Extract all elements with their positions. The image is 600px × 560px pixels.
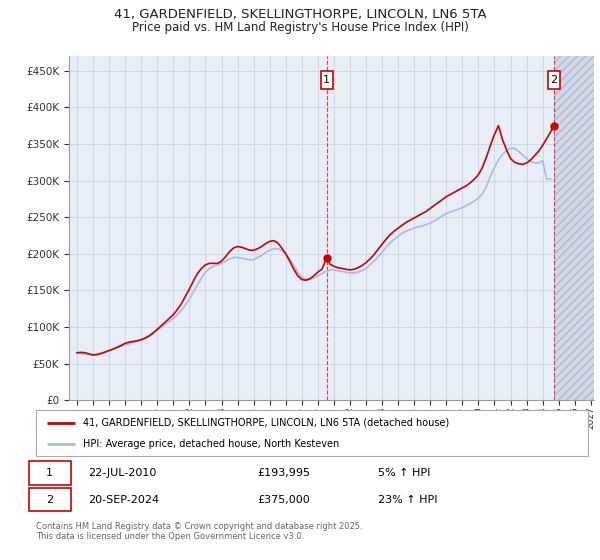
Text: 22-JUL-2010: 22-JUL-2010	[88, 468, 157, 478]
Text: £193,995: £193,995	[257, 468, 310, 478]
FancyBboxPatch shape	[321, 71, 332, 89]
FancyBboxPatch shape	[548, 71, 560, 89]
Text: 20-SEP-2024: 20-SEP-2024	[88, 494, 160, 505]
Text: 1: 1	[46, 468, 53, 478]
Bar	[554, 56, 594, 400]
Text: Price paid vs. HM Land Registry's House Price Index (HPI): Price paid vs. HM Land Registry's House …	[131, 21, 469, 34]
FancyBboxPatch shape	[36, 410, 588, 456]
Text: 5% ↑ HPI: 5% ↑ HPI	[378, 468, 431, 478]
Text: 23% ↑ HPI: 23% ↑ HPI	[378, 494, 438, 505]
Text: £375,000: £375,000	[257, 494, 310, 505]
Text: 2: 2	[551, 75, 558, 85]
Text: HPI: Average price, detached house, North Kesteven: HPI: Average price, detached house, Nort…	[83, 439, 339, 449]
FancyBboxPatch shape	[29, 488, 71, 511]
Text: 41, GARDENFIELD, SKELLINGTHORPE, LINCOLN, LN6 5TA: 41, GARDENFIELD, SKELLINGTHORPE, LINCOLN…	[113, 8, 487, 21]
Text: 41, GARDENFIELD, SKELLINGTHORPE, LINCOLN, LN6 5TA (detached house): 41, GARDENFIELD, SKELLINGTHORPE, LINCOLN…	[83, 418, 449, 428]
Text: 2: 2	[46, 494, 53, 505]
Text: Contains HM Land Registry data © Crown copyright and database right 2025.
This d: Contains HM Land Registry data © Crown c…	[36, 522, 362, 542]
Text: 1: 1	[323, 75, 330, 85]
FancyBboxPatch shape	[29, 461, 71, 485]
